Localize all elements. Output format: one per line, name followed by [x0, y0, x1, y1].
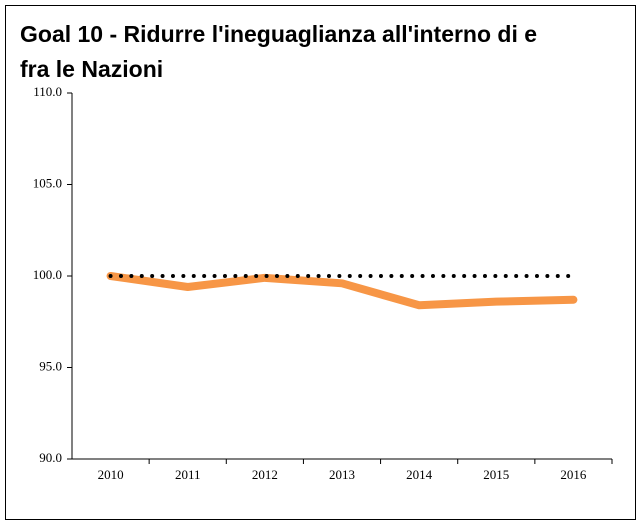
y-tick-label: 105.0: [33, 175, 62, 190]
x-tick-label: 2010: [98, 467, 124, 482]
y-tick-label: 100.0: [33, 267, 62, 282]
y-tick-label: 90.0: [39, 450, 62, 465]
x-tick-label: 2014: [406, 467, 433, 482]
chart-title: Goal 10 - Ridurre l'ineguaglianza all'in…: [20, 21, 537, 82]
series-line: [106, 272, 578, 310]
y-tick-label: 110.0: [33, 84, 62, 99]
x-tick-label: 2016: [560, 467, 587, 482]
y-tick-label: 95.0: [39, 358, 62, 373]
x-tick-label: 2011: [175, 467, 201, 482]
x-tick-label: 2013: [329, 467, 355, 482]
x-tick-label: 2015: [483, 467, 509, 482]
chart-border: [5, 5, 636, 520]
x-tick-label: 2012: [252, 467, 278, 482]
